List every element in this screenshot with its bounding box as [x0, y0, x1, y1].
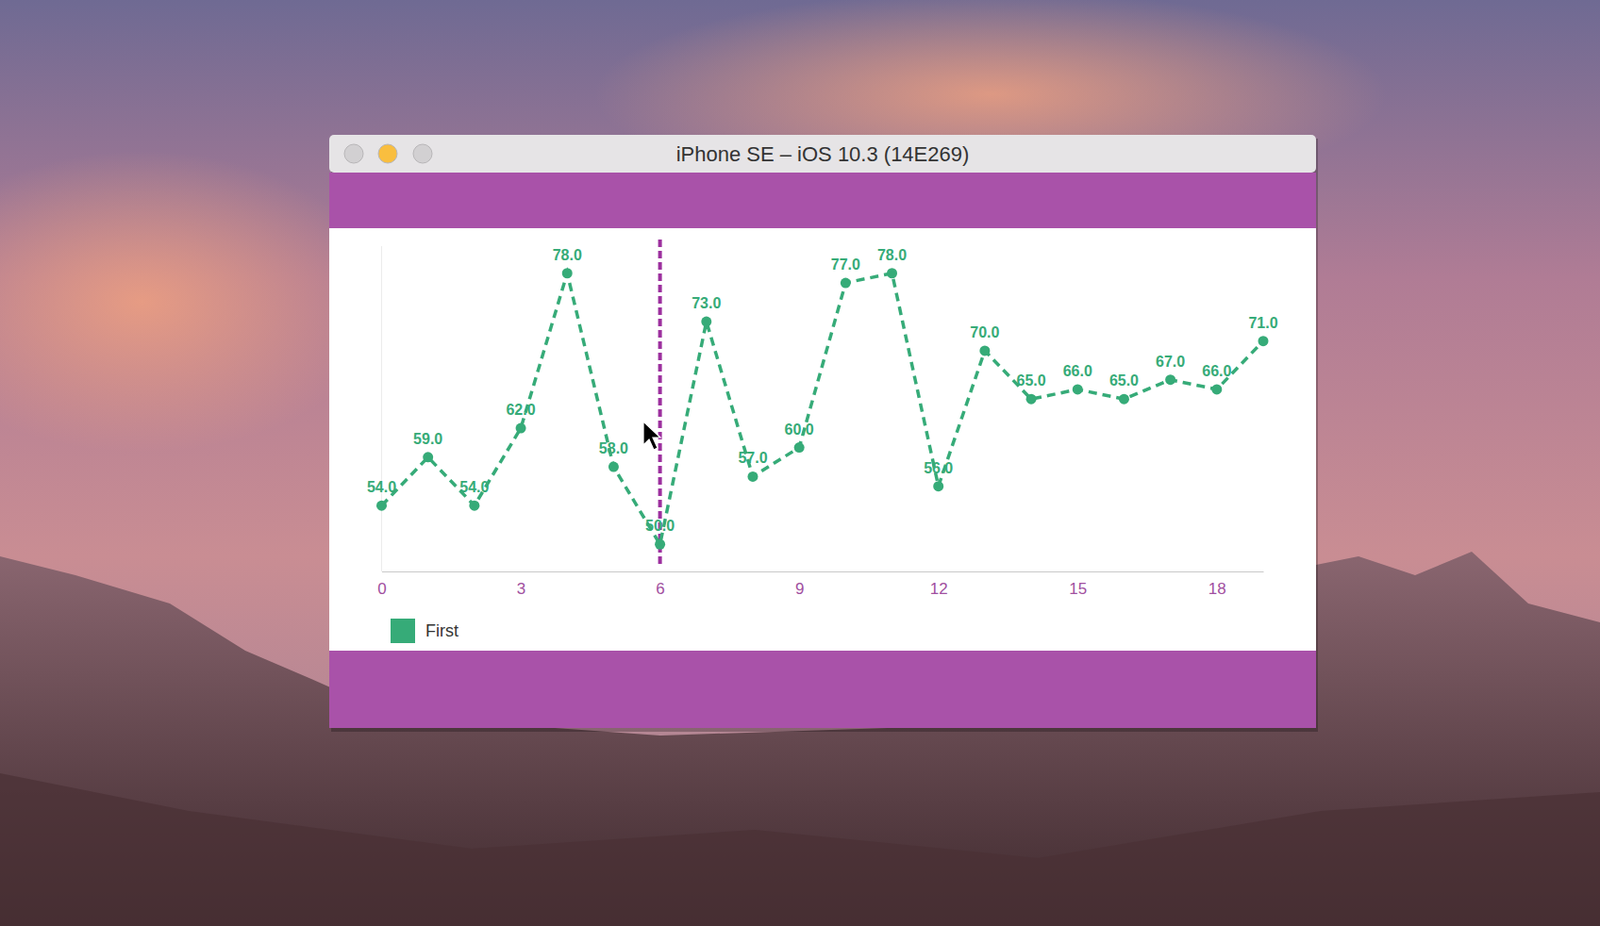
x-tick: 18 [1208, 571, 1227, 599]
series-line [382, 273, 1265, 546]
point [1072, 383, 1084, 395]
point [979, 345, 990, 356]
point [747, 471, 758, 483]
data-label: 56.0 [923, 460, 953, 477]
top-bar [329, 172, 1317, 229]
x-tick-label: 3 [516, 580, 526, 599]
point [886, 267, 898, 279]
data-labels: 54.0 59.0 54.0 62.0 78.0 58.0 50.0 73.0 57.0 60.0… [366, 247, 1279, 535]
data-label: 66.0 [1063, 363, 1093, 380]
chart-area [329, 228, 1317, 651]
data-label: 73.0 [691, 295, 721, 312]
data-label: 66.0 [1201, 363, 1232, 380]
data-label: 57.0 [737, 450, 767, 467]
x-tick-label: 12 [930, 580, 949, 599]
x-axis: 0 3 6 9 12 15 18 [377, 571, 1264, 599]
x-tick-label: 6 [655, 580, 665, 599]
point [794, 442, 805, 453]
data-label: 77.0 [831, 256, 861, 273]
point [468, 500, 480, 512]
x-tick: 6 [655, 571, 665, 599]
mountains-front [0, 773, 1600, 926]
data-label: 71.0 [1248, 315, 1278, 332]
x-tick: 9 [795, 571, 804, 599]
point [933, 481, 944, 492]
point [840, 278, 851, 289]
legend: First [390, 618, 459, 644]
x-tick-label: 9 [795, 580, 804, 599]
point [422, 451, 434, 463]
point [654, 539, 666, 550]
point [1165, 374, 1176, 385]
cursor [643, 421, 661, 450]
window-title: iPhone SE – iOS 10.3 (14E269) [676, 142, 970, 167]
point [376, 500, 387, 512]
bottom-bar [329, 650, 1317, 729]
data-label: 67.0 [1155, 353, 1185, 370]
x-tick: 12 [930, 571, 949, 599]
data-label: 60.0 [784, 421, 815, 438]
point [1118, 394, 1130, 405]
data-label: 50.0 [645, 517, 675, 534]
point [1026, 394, 1037, 405]
data-label: 70.0 [969, 324, 1000, 341]
data-label: 62.0 [505, 401, 535, 418]
title-bar [329, 134, 1317, 173]
plot [376, 239, 1269, 568]
point [562, 267, 573, 279]
data-label: 54.0 [459, 479, 489, 496]
x-tick: 15 [1068, 571, 1087, 599]
x-tick: 3 [516, 571, 526, 599]
x-axis-line [382, 571, 1265, 573]
point [516, 423, 527, 434]
data-label: 65.0 [1016, 372, 1047, 389]
sky-glow [0, 150, 387, 453]
point [1211, 383, 1222, 395]
data-label: 78.0 [877, 247, 907, 264]
window-button[interactable] [344, 144, 364, 164]
data-label: 59.0 [413, 431, 443, 448]
x-tick-label: 18 [1208, 580, 1227, 599]
point [700, 316, 712, 328]
point [608, 462, 619, 473]
data-label: 78.0 [552, 247, 583, 264]
window-button[interactable] [413, 144, 433, 164]
x-tick-label: 15 [1068, 580, 1087, 599]
data-label: 65.0 [1109, 372, 1139, 389]
data-label: 58.0 [599, 440, 629, 457]
data-label: 54.0 [366, 479, 397, 496]
desktop-sky [0, 0, 1600, 926]
x-tick: 0 [377, 571, 386, 599]
window-button[interactable] [378, 144, 398, 164]
point [1258, 335, 1269, 347]
legend-swatch [390, 618, 416, 644]
x-tick-label: 0 [377, 580, 386, 599]
legend-label: First [425, 621, 459, 641]
y-range-line [381, 246, 383, 572]
